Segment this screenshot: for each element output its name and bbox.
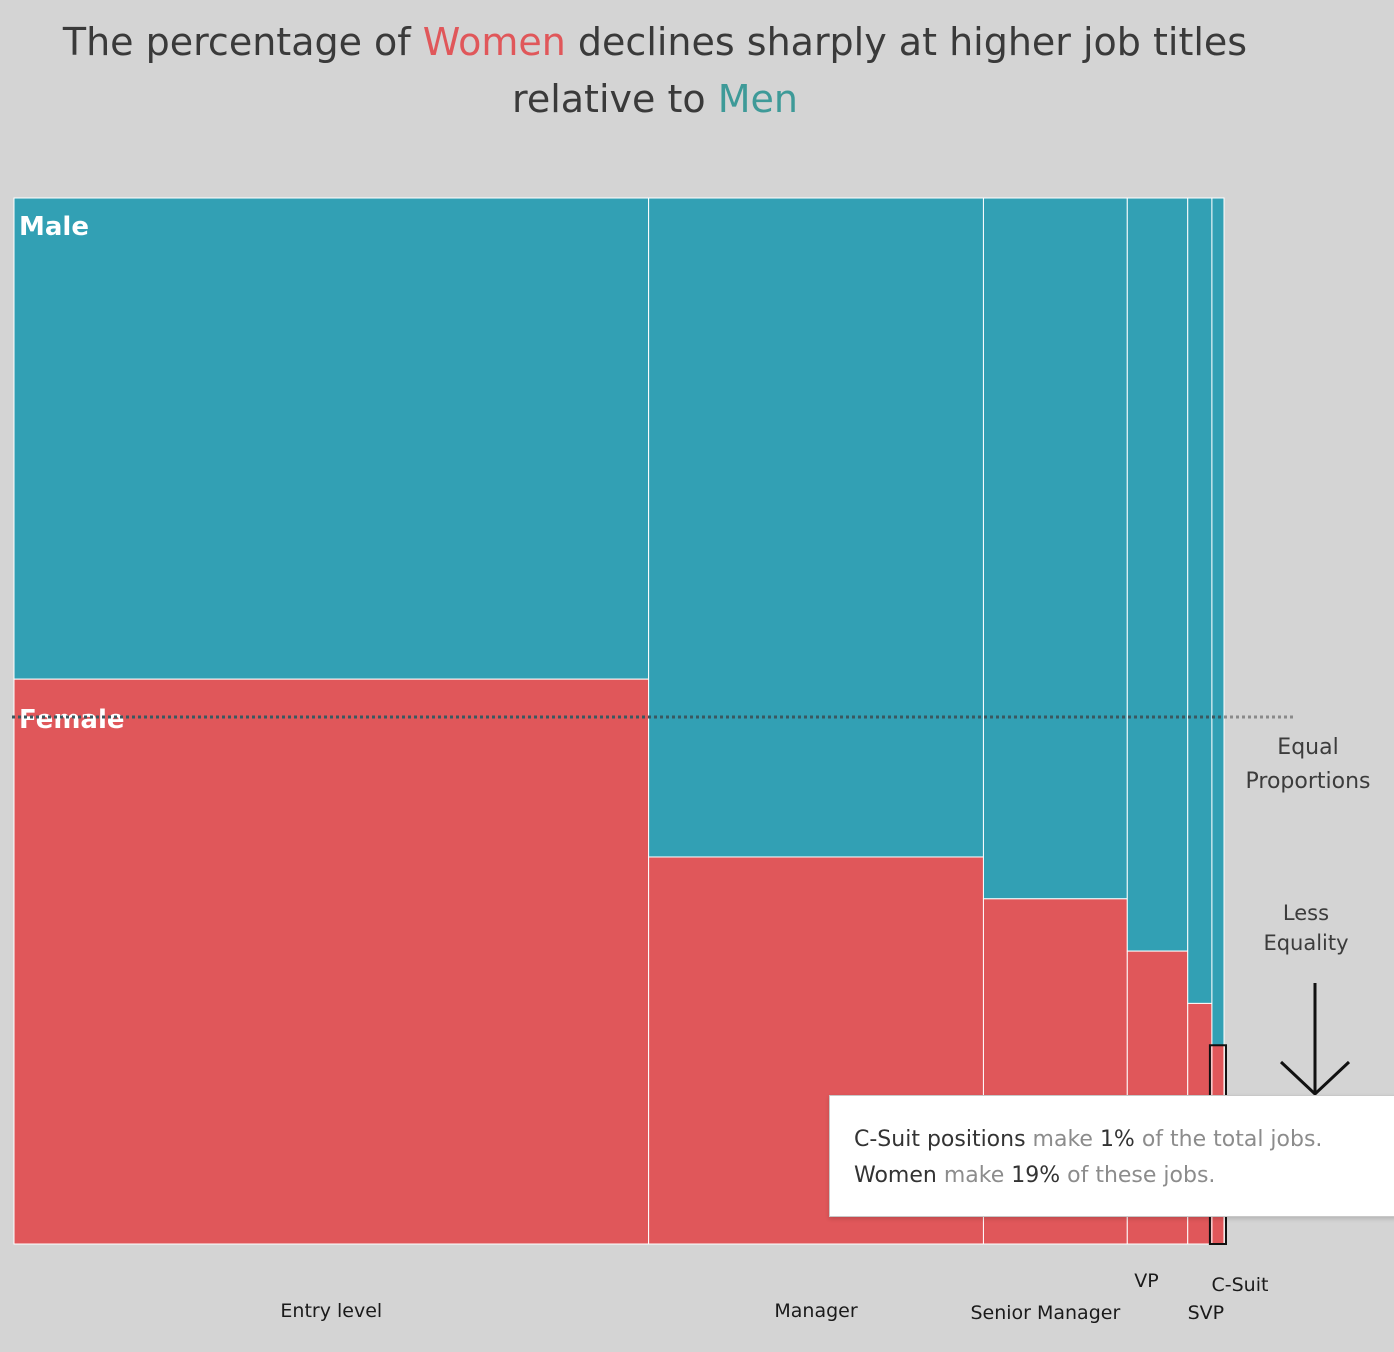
c-suit-tooltip: C-Suit positions make 1% of the total jo… <box>829 1095 1394 1217</box>
bar-male-c-suit <box>1211 197 1225 1046</box>
tooltip-line-1: C-Suit positions make 1% of the total jo… <box>854 1122 1394 1158</box>
down-arrow-head <box>1279 1060 1351 1097</box>
bar-male-svp <box>1187 197 1213 1004</box>
title-line-1: The percentage of Women declines sharply… <box>0 14 1310 71</box>
tooltip-share-value: 1% <box>1099 1127 1135 1152</box>
tooltip-of-these-jobs: of these jobs. <box>1060 1163 1216 1188</box>
tooltip-line-2: Women make 19% of these jobs. <box>854 1158 1394 1194</box>
category-label-vp: VP <box>1134 1270 1158 1292</box>
tooltip-women: Women <box>854 1163 937 1188</box>
title-text-3: relative to <box>512 77 718 121</box>
less-equality-label: Less Equality <box>1263 901 1348 955</box>
tooltip-of-total-jobs: of the total jobs. <box>1134 1127 1323 1152</box>
tooltip-women-value: 19% <box>1011 1163 1061 1188</box>
title-women-word: Women <box>422 20 566 64</box>
chart-title: The percentage of Women declines sharply… <box>0 14 1310 128</box>
series-label-male: Male <box>19 212 89 242</box>
category-label-manager: Manager <box>774 1300 857 1322</box>
series-label-female: Female <box>19 705 125 735</box>
category-label-svp: SVP <box>1188 1302 1225 1324</box>
tooltip-make-2: make <box>936 1163 1012 1188</box>
bar-male-senior-manager <box>982 197 1128 900</box>
bar-female-entry-level <box>13 678 650 1245</box>
bar-male-manager <box>648 197 984 858</box>
tooltip-make-1: make <box>1025 1127 1100 1152</box>
title-text-2: declines sharply at higher job titles <box>565 20 1248 64</box>
title-text-1: The percentage of <box>62 20 423 64</box>
tooltip-c-suit-positions: C-Suit positions <box>854 1127 1026 1152</box>
reference-line-label: Equal Proportions <box>1246 735 1371 794</box>
category-label-senior-manager: Senior Manager <box>970 1302 1120 1324</box>
category-label-entry-level: Entry level <box>280 1300 382 1322</box>
title-men-word: Men <box>717 77 798 121</box>
bar-male-vp <box>1126 197 1189 952</box>
category-label-c-suit: C-Suit <box>1211 1274 1268 1296</box>
title-line-2: relative to Men <box>0 71 1310 128</box>
bar-male-entry-level <box>13 197 650 680</box>
